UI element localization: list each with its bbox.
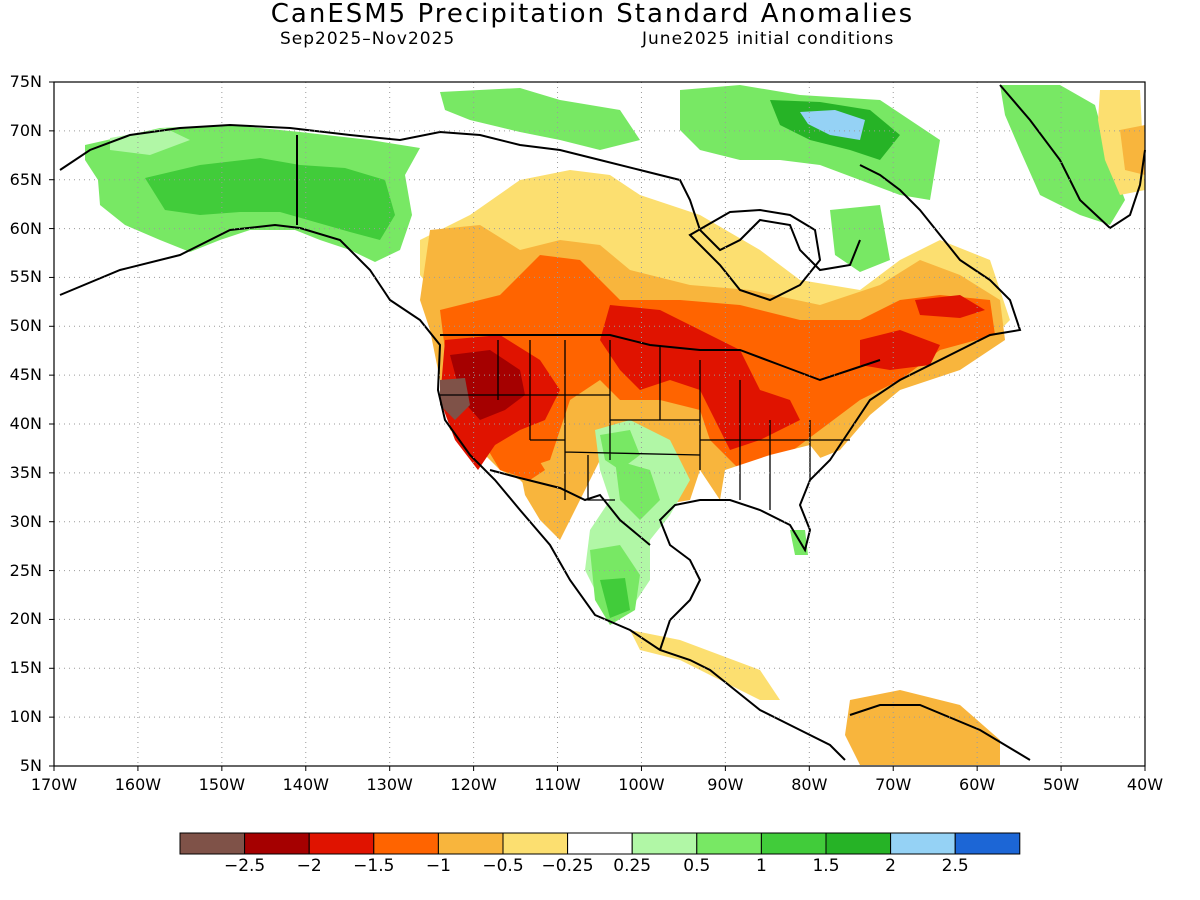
lon-tick-label: 40W	[1126, 775, 1164, 794]
lat-lon-grid	[49, 81, 1146, 771]
colorbar-swatch	[567, 832, 633, 855]
lat-tick-label: 65N	[9, 169, 42, 189]
anomaly-region-baffin-green	[830, 205, 890, 272]
anomaly-region-plains-green-2	[615, 460, 660, 520]
lat-tick-label: 10N	[9, 707, 42, 727]
colorbar-label: −2.5	[223, 856, 266, 876]
lat-tick-label: 50N	[9, 316, 42, 336]
lat-tick-label: 30N	[9, 511, 42, 531]
lat-tick-label: 60N	[9, 218, 42, 238]
colorbar-label: 1.5	[812, 856, 840, 876]
colorbar-label: 1	[755, 856, 767, 876]
lake-hudson-bay	[688, 208, 822, 302]
anomaly-field-layer	[85, 85, 1145, 765]
colorbar-label: −2	[296, 856, 322, 876]
lat-tick-label: 20N	[9, 609, 42, 629]
colorbar-swatch	[373, 832, 439, 855]
lon-tick-label: 130W	[366, 775, 413, 794]
anomaly-region-arctic-green-east	[680, 85, 940, 200]
lon-tick-label: 60W	[959, 775, 996, 794]
lat-tick-label: 35N	[9, 462, 42, 482]
colorbar-swatch	[631, 832, 698, 855]
coastline-layer	[59, 84, 1146, 761]
lon-tick-label: 110W	[534, 775, 581, 794]
lon-tick-label: 90W	[707, 775, 744, 794]
anomaly-region-centralamerica-yellow	[630, 630, 780, 700]
state-border-lines	[440, 340, 850, 510]
lat-tick-label: 70N	[9, 120, 42, 140]
colorbar-label: −1.5	[353, 856, 395, 876]
colorbar-swatch	[502, 832, 569, 855]
anomaly-region-arctic-ltblue	[800, 110, 865, 140]
border-us-canada	[440, 334, 881, 382]
lat-tick-label: 55N	[9, 267, 42, 287]
colorbar-label: −0.25	[541, 856, 594, 876]
lat-tick-label: 75N	[9, 72, 42, 91]
colorbar-swatch	[308, 832, 375, 855]
anomaly-region-greenland-orange	[1120, 125, 1145, 175]
colorbar-swatch	[890, 832, 956, 855]
lat-tick-label: 45N	[9, 365, 42, 385]
colorbar	[179, 832, 1021, 855]
lon-tick-label: 70W	[875, 775, 912, 794]
lat-tick-label: 5N	[19, 756, 42, 775]
colorbar-swatch	[954, 832, 1021, 855]
lon-tick-label: 140W	[282, 775, 329, 794]
lat-tick-label: 25N	[9, 560, 42, 580]
lon-tick-label: 100W	[618, 775, 665, 794]
coastline-north-america	[59, 123, 1031, 761]
lon-tick-label: 160W	[114, 775, 162, 794]
colorbar-label: −0.5	[482, 856, 524, 876]
lon-tick-label: 170W	[30, 775, 78, 794]
colorbar-swatch	[760, 832, 827, 855]
colorbar-swatch	[179, 832, 246, 855]
colorbar-swatch	[825, 832, 892, 855]
colorbar-label: 0.5	[683, 856, 711, 876]
lat-tick-label: 15N	[9, 658, 42, 678]
colorbar-swatch	[244, 832, 310, 855]
colorbar-swatch	[696, 832, 762, 855]
initial-conditions-label: June2025 initial conditions	[642, 29, 895, 49]
state-borders-layer	[440, 340, 850, 510]
map-title: CanESM5 Precipitation Standard Anomalies	[270, 0, 915, 29]
coastline-greenland	[999, 84, 1146, 230]
lon-tick-label: 150W	[198, 775, 246, 794]
anomaly-region-mexico-midgreen	[600, 578, 630, 618]
anomaly-region-greenland-green	[1000, 85, 1125, 225]
anomaly-region-alaska-midgreen	[145, 158, 395, 240]
colorbar-label: 2	[885, 856, 896, 876]
lon-tick-label: 80W	[791, 775, 828, 794]
lon-tick-label: 50W	[1042, 775, 1080, 794]
colorbar-label: −1	[425, 856, 451, 876]
border-us-mexico	[489, 469, 651, 546]
anomaly-region-southamerica-orange	[845, 690, 1000, 765]
anomaly-region-newfoundland-red	[915, 295, 985, 318]
colorbar-swatch	[437, 832, 504, 855]
colorbar-label: 0.25	[613, 856, 652, 876]
lat-tick-label: 40N	[9, 414, 42, 433]
anomaly-region-arctic-green-west	[440, 88, 640, 150]
lon-tick-label: 120W	[450, 775, 497, 794]
anomaly-region-oregon-brown	[440, 378, 470, 420]
season-label: Sep2025–Nov2025	[280, 29, 456, 49]
colorbar-label: 2.5	[941, 856, 969, 876]
map-frame	[53, 81, 1146, 767]
